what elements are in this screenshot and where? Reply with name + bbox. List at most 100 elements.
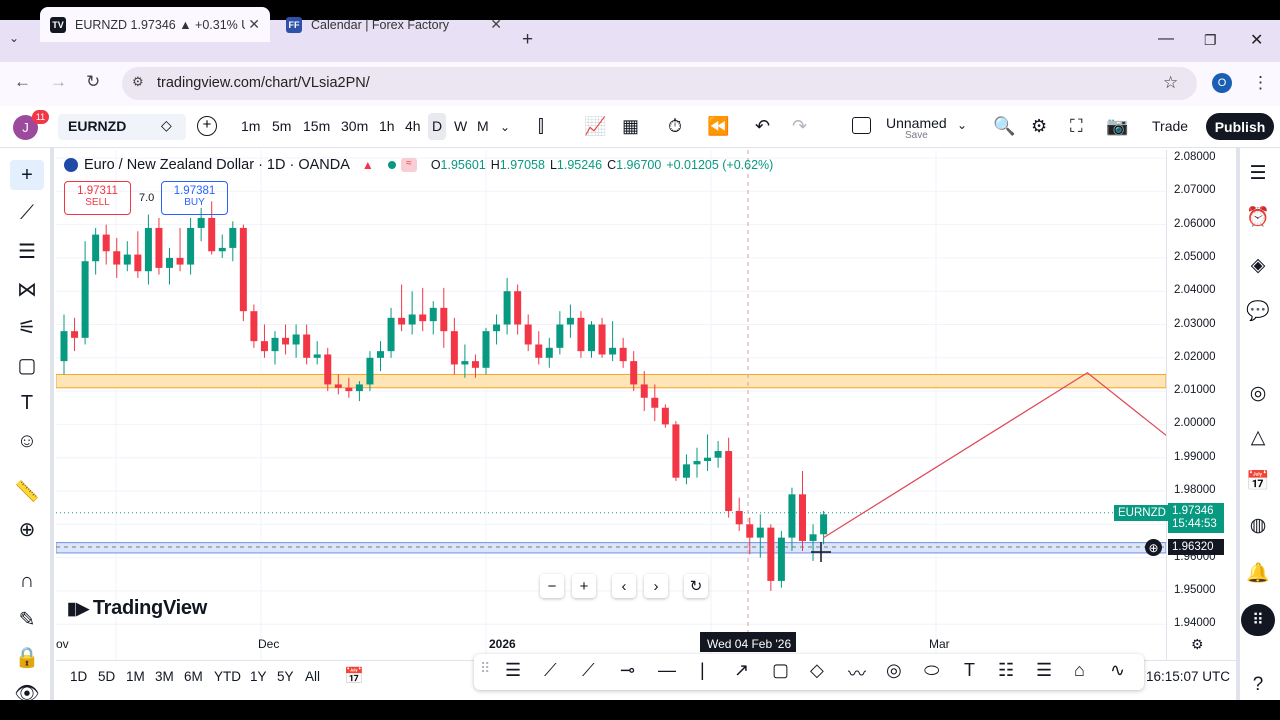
candle-type-icon[interactable]: ⫿ [538,116,544,136]
chat-icon[interactable]: 💬 [1246,301,1270,322]
layout-icon[interactable] [852,117,871,134]
interval-5m[interactable]: 5m [272,118,292,134]
layout-save-label[interactable]: Save [905,130,928,141]
fav-ray-icon[interactable]: ⟋ [582,660,595,680]
zoom-in-icon[interactable]: ⊕ [18,518,36,541]
fav-elliott-wave-icon[interactable]: ∿ [1110,660,1126,680]
range-5D[interactable]: 5D [98,669,116,684]
price-chart-svg[interactable] [55,150,1280,660]
templates-grid-icon[interactable]: ▦ [622,116,640,136]
range-YTD[interactable]: YTD [214,669,241,684]
interval-1m[interactable]: 1m [241,118,261,134]
fullscreen-icon[interactable]: ⛶ [1070,116,1083,136]
publish-button[interactable]: Publish [1206,113,1274,140]
fav-horizontal-ray-icon[interactable]: ⊸ [620,660,636,680]
sell-button[interactable]: 1.97311 SELL [64,181,131,215]
reload-icon[interactable]: ↻ [86,72,101,91]
interval-4h[interactable]: 4h [405,118,421,134]
fav-rectangle-icon[interactable]: ▢ [772,660,790,680]
close-tab-icon[interactable]: ✕ [490,16,502,32]
layout-dropdown-icon[interactable]: ⌄ [957,118,968,132]
trendline-icon[interactable]: ⟋ [20,201,34,224]
symbol-search[interactable] [58,114,186,140]
layout-name[interactable]: Unnamed [886,115,947,131]
interval-dropdown-icon[interactable]: ⌄ [500,120,511,134]
fav-path-icon[interactable]: 〰 [848,664,866,684]
calendar-icon[interactable]: 📅 [1246,471,1270,492]
fav-fib-icon[interactable]: ☷ [998,660,1015,680]
interval-15m[interactable]: 15m [303,118,331,134]
pattern-icon[interactable]: ⋈ [17,278,37,301]
forward-icon[interactable]: → [50,72,67,91]
compare-add-icon[interactable]: + [197,116,217,136]
layers-icon[interactable]: ◈ [1250,254,1266,276]
close-tab-icon[interactable]: ✕ [248,16,260,32]
ideas-triangle-icon[interactable]: △ [1250,426,1266,448]
new-tab-icon[interactable]: + [522,29,534,50]
fib-retracement-icon[interactable]: ☰ [18,240,36,263]
fav-ellipse-icon[interactable]: ⬭ [924,660,940,680]
interval-W[interactable]: W [454,118,468,134]
range-3M[interactable]: 3M [155,669,174,684]
zoom-out-button[interactable]: − [540,574,564,598]
crosshair-icon[interactable]: + [21,163,33,186]
trade-button[interactable]: Trade [1152,118,1189,134]
tab-search-icon[interactable]: ⌄ [9,31,20,45]
fav-rotated-rectangle-icon[interactable]: ◇ [810,660,824,680]
bookmark-star-icon[interactable]: ☆ [1163,73,1179,92]
interval-1h[interactable]: 1h [379,118,395,134]
fav-trendline-icon[interactable]: ⟋ [544,660,557,680]
fav-polyline-icon[interactable]: ⌂ [1074,660,1085,680]
alert-clock-icon[interactable]: ⏱ [668,116,683,136]
watchlist-diamond-icon[interactable]: ◇ [161,117,172,133]
goto-date-icon[interactable]: 📅 [344,668,364,685]
minimize-icon[interactable]: — [1158,30,1174,47]
streams-icon[interactable]: ◍ [1249,514,1267,536]
magnet-icon[interactable]: ∩ [19,569,35,592]
scroll-right-button[interactable]: › [644,574,668,598]
fav-horizontal-line-icon[interactable]: — [658,660,676,680]
indicators-chart-icon[interactable]: 📈 [584,116,607,136]
hide-drawings-eye-icon[interactable]: 👁 [14,682,40,705]
profile-avatar[interactable]: O [1212,73,1232,93]
zoom-in-button[interactable]: + [572,574,596,598]
time-axis-settings-icon[interactable]: ⚙ [1191,636,1204,652]
prediction-tools-icon[interactable]: ⚟ [18,316,36,339]
interval-30m[interactable]: 30m [341,118,369,134]
range-5Y[interactable]: 5Y [277,669,294,684]
help-icon[interactable]: ? [1252,674,1264,695]
fav-circle-icon[interactable]: ◎ [886,660,902,680]
geometric-shapes-icon[interactable]: ▢ [17,354,37,377]
browser-tab-eurnzd[interactable]: TV EURNZD 1.97346 ▲ +0.31% Un ✕ [40,7,270,42]
measure-ruler-icon[interactable]: 📏 [14,480,40,503]
omnibox[interactable] [122,67,1197,100]
back-icon[interactable]: ← [14,72,31,91]
redo-icon[interactable]: ↷ [792,116,808,136]
text-tool-icon[interactable]: T [20,391,34,414]
buy-button[interactable]: 1.97381 BUY [161,181,228,215]
target-icon[interactable]: ◎ [1249,382,1267,404]
restore-icon[interactable]: ❐ [1204,32,1217,48]
quick-search-icon[interactable]: 🔍 [993,116,1016,136]
reset-chart-button[interactable]: ↻ [684,574,708,598]
fav-arrow-icon[interactable]: ↗ [734,660,750,680]
symbol-title[interactable]: Euro / New Zealand Dollar · 1D · OANDA [84,157,350,173]
fav-channel-icon[interactable]: ☰ [1036,660,1053,680]
range-All[interactable]: All [305,669,321,684]
add-alert-crosshair-icon[interactable]: ⊕ [1145,539,1162,556]
browser-menu-icon[interactable]: ⋮ [1252,73,1269,92]
range-1M[interactable]: 1M [126,669,145,684]
snapshot-camera-icon[interactable]: 📷 [1106,116,1129,136]
fav-vertical-line-icon[interactable]: | [700,660,705,680]
chart-pane[interactable] [55,150,1280,660]
range-1Y[interactable]: 1Y [250,669,267,684]
settings-gear-icon[interactable]: ⚙ [1031,116,1048,136]
replay-icon[interactable]: ⏪ [707,116,730,136]
interval-M[interactable]: M [477,118,489,134]
fav-text-icon[interactable]: T [964,660,975,680]
site-info-icon[interactable]: ⚙ [132,74,144,89]
drag-handle-icon[interactable]: ⠿ [480,660,491,676]
products-grid-icon[interactable]: ⠿ [1241,604,1275,636]
alerts-clock-icon[interactable]: ⏰ [1246,207,1270,228]
price-scale[interactable] [1166,150,1232,660]
